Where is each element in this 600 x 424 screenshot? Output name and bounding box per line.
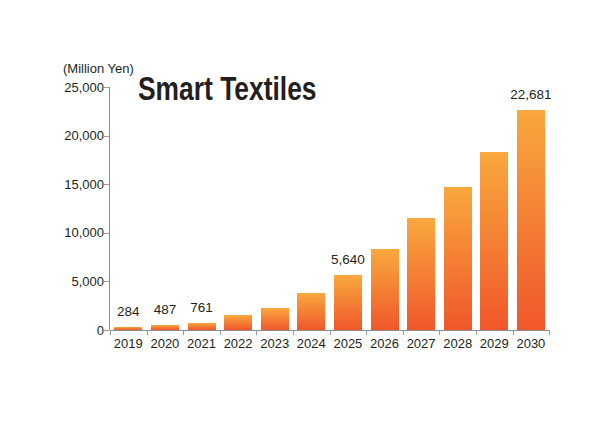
y-axis-label: 15,000	[44, 178, 104, 191]
x-axis-label: 2021	[182, 337, 222, 351]
y-axis-tick	[104, 330, 109, 331]
y-axis-label: 20,000	[44, 129, 104, 142]
x-axis-label: 2027	[401, 337, 441, 351]
bar-2021	[188, 323, 216, 330]
x-axis-label: 2025	[328, 337, 368, 351]
x-axis-label: 2022	[218, 337, 258, 351]
x-axis-label: 2029	[474, 337, 514, 351]
chart-title: Smart Textiles	[138, 70, 317, 108]
x-axis-tick	[549, 331, 550, 335]
x-axis-tick	[110, 331, 111, 335]
bar-2027	[407, 218, 435, 330]
x-axis-label: 2030	[511, 337, 551, 351]
x-axis-label: 2026	[365, 337, 405, 351]
x-axis-tick	[366, 331, 367, 335]
bar-2019	[114, 327, 142, 330]
y-axis-label: 0	[44, 324, 104, 337]
bar-value-label: 761	[172, 301, 232, 314]
x-axis-tick	[513, 331, 514, 335]
bar-2024	[297, 293, 325, 330]
x-axis-tick	[147, 331, 148, 335]
y-axis-tick	[104, 184, 109, 185]
x-axis-tick	[183, 331, 184, 335]
y-axis-label: 10,000	[44, 226, 104, 239]
x-axis-label: 2028	[438, 337, 478, 351]
x-axis-tick	[330, 331, 331, 335]
x-axis-label: 2020	[145, 337, 185, 351]
x-axis-tick	[220, 331, 221, 335]
y-axis-tick	[104, 281, 109, 282]
y-axis-tick	[104, 136, 109, 137]
chart-page: (Million Yen) Smart Textiles 0 5,000 10,00…	[0, 0, 600, 424]
bar-value-label: 5,640	[318, 253, 378, 266]
y-axis	[109, 87, 110, 330]
x-axis-label: 2023	[255, 337, 295, 351]
x-axis-label: 2019	[108, 337, 148, 351]
bar-2020	[151, 325, 179, 330]
bar-2023	[261, 308, 289, 330]
x-axis-tick	[293, 331, 294, 335]
bar-2025	[334, 275, 362, 330]
y-axis-tick	[104, 233, 109, 234]
bar-2028	[444, 187, 472, 330]
y-axis-label: 25,000	[44, 81, 104, 94]
bar-2029	[480, 152, 508, 330]
bar-value-label: 22,681	[501, 88, 561, 101]
x-axis-tick	[256, 331, 257, 335]
bar-2030	[517, 110, 545, 330]
x-axis-label: 2024	[291, 337, 331, 351]
y-axis-unit-label: (Million Yen)	[63, 61, 134, 76]
bar-2022	[224, 315, 252, 330]
x-axis-tick	[476, 331, 477, 335]
x-axis-tick	[439, 331, 440, 335]
bar-2026	[371, 249, 399, 330]
y-axis-tick	[104, 87, 109, 88]
x-axis-tick	[403, 331, 404, 335]
y-axis-label: 5,000	[44, 275, 104, 288]
